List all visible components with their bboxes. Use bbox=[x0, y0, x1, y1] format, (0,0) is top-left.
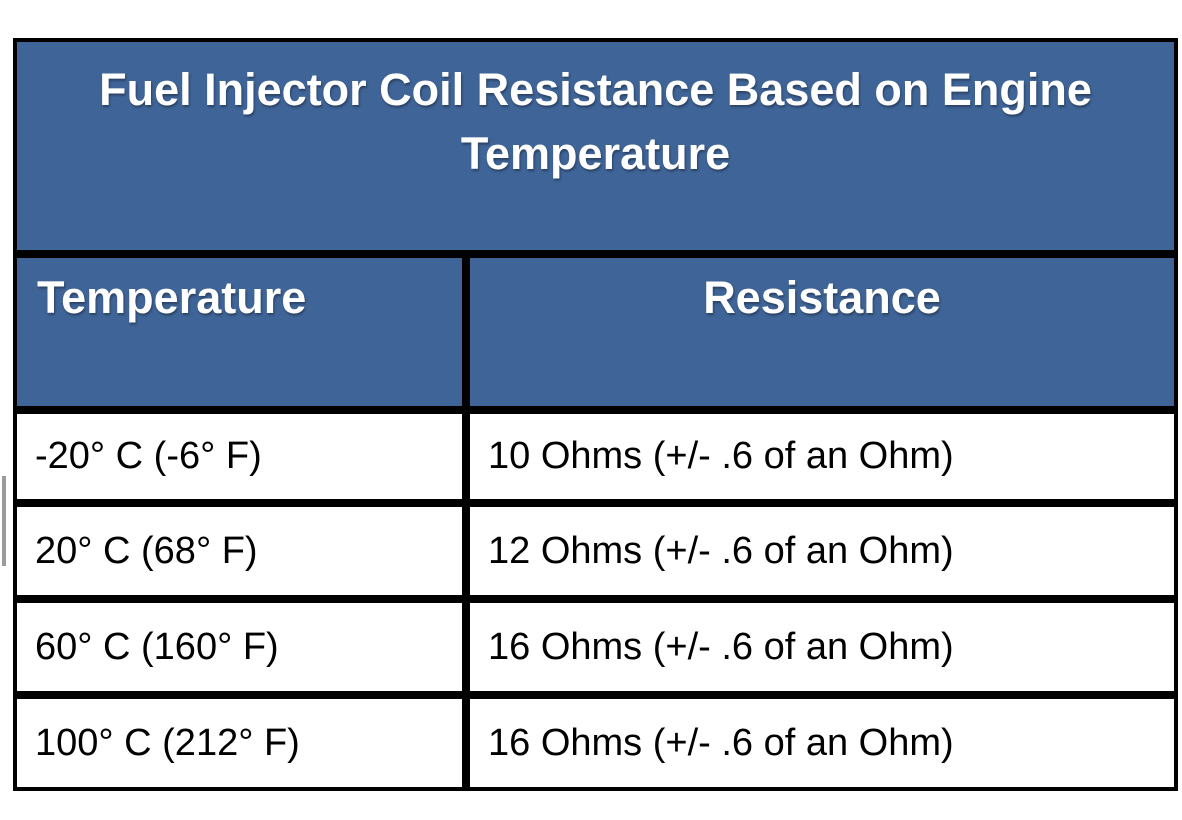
scrollbar-thumb-fragment[interactable] bbox=[2, 476, 6, 566]
table-row: 60° C (160° F) 16 Ohms (+/- .6 of an Ohm… bbox=[13, 599, 1179, 695]
table-row: 20° C (68° F) 12 Ohms (+/- .6 of an Ohm) bbox=[13, 503, 1179, 599]
column-header-resistance: Resistance bbox=[466, 254, 1179, 410]
table-title: Fuel Injector Coil Resistance Based on E… bbox=[13, 38, 1179, 254]
table-row: 100° C (212° F) 16 Ohms (+/- .6 of an Oh… bbox=[13, 695, 1179, 791]
column-header-temperature: Temperature bbox=[13, 254, 466, 410]
temperature-cell: 20° C (68° F) bbox=[13, 503, 466, 599]
temperature-cell: -20° C (-6° F) bbox=[13, 410, 466, 503]
resistance-cell: 10 Ohms (+/- .6 of an Ohm) bbox=[466, 410, 1179, 503]
resistance-cell: 12 Ohms (+/- .6 of an Ohm) bbox=[466, 503, 1179, 599]
table-title-row: Fuel Injector Coil Resistance Based on E… bbox=[13, 38, 1179, 254]
temperature-cell: 100° C (212° F) bbox=[13, 695, 466, 791]
resistance-cell: 16 Ohms (+/- .6 of an Ohm) bbox=[466, 599, 1179, 695]
temperature-cell: 60° C (160° F) bbox=[13, 599, 466, 695]
resistance-cell: 16 Ohms (+/- .6 of an Ohm) bbox=[466, 695, 1179, 791]
table-row: -20° C (-6° F) 10 Ohms (+/- .6 of an Ohm… bbox=[13, 410, 1179, 503]
resistance-table: Fuel Injector Coil Resistance Based on E… bbox=[13, 38, 1179, 791]
table-header-row: Temperature Resistance bbox=[13, 254, 1179, 410]
